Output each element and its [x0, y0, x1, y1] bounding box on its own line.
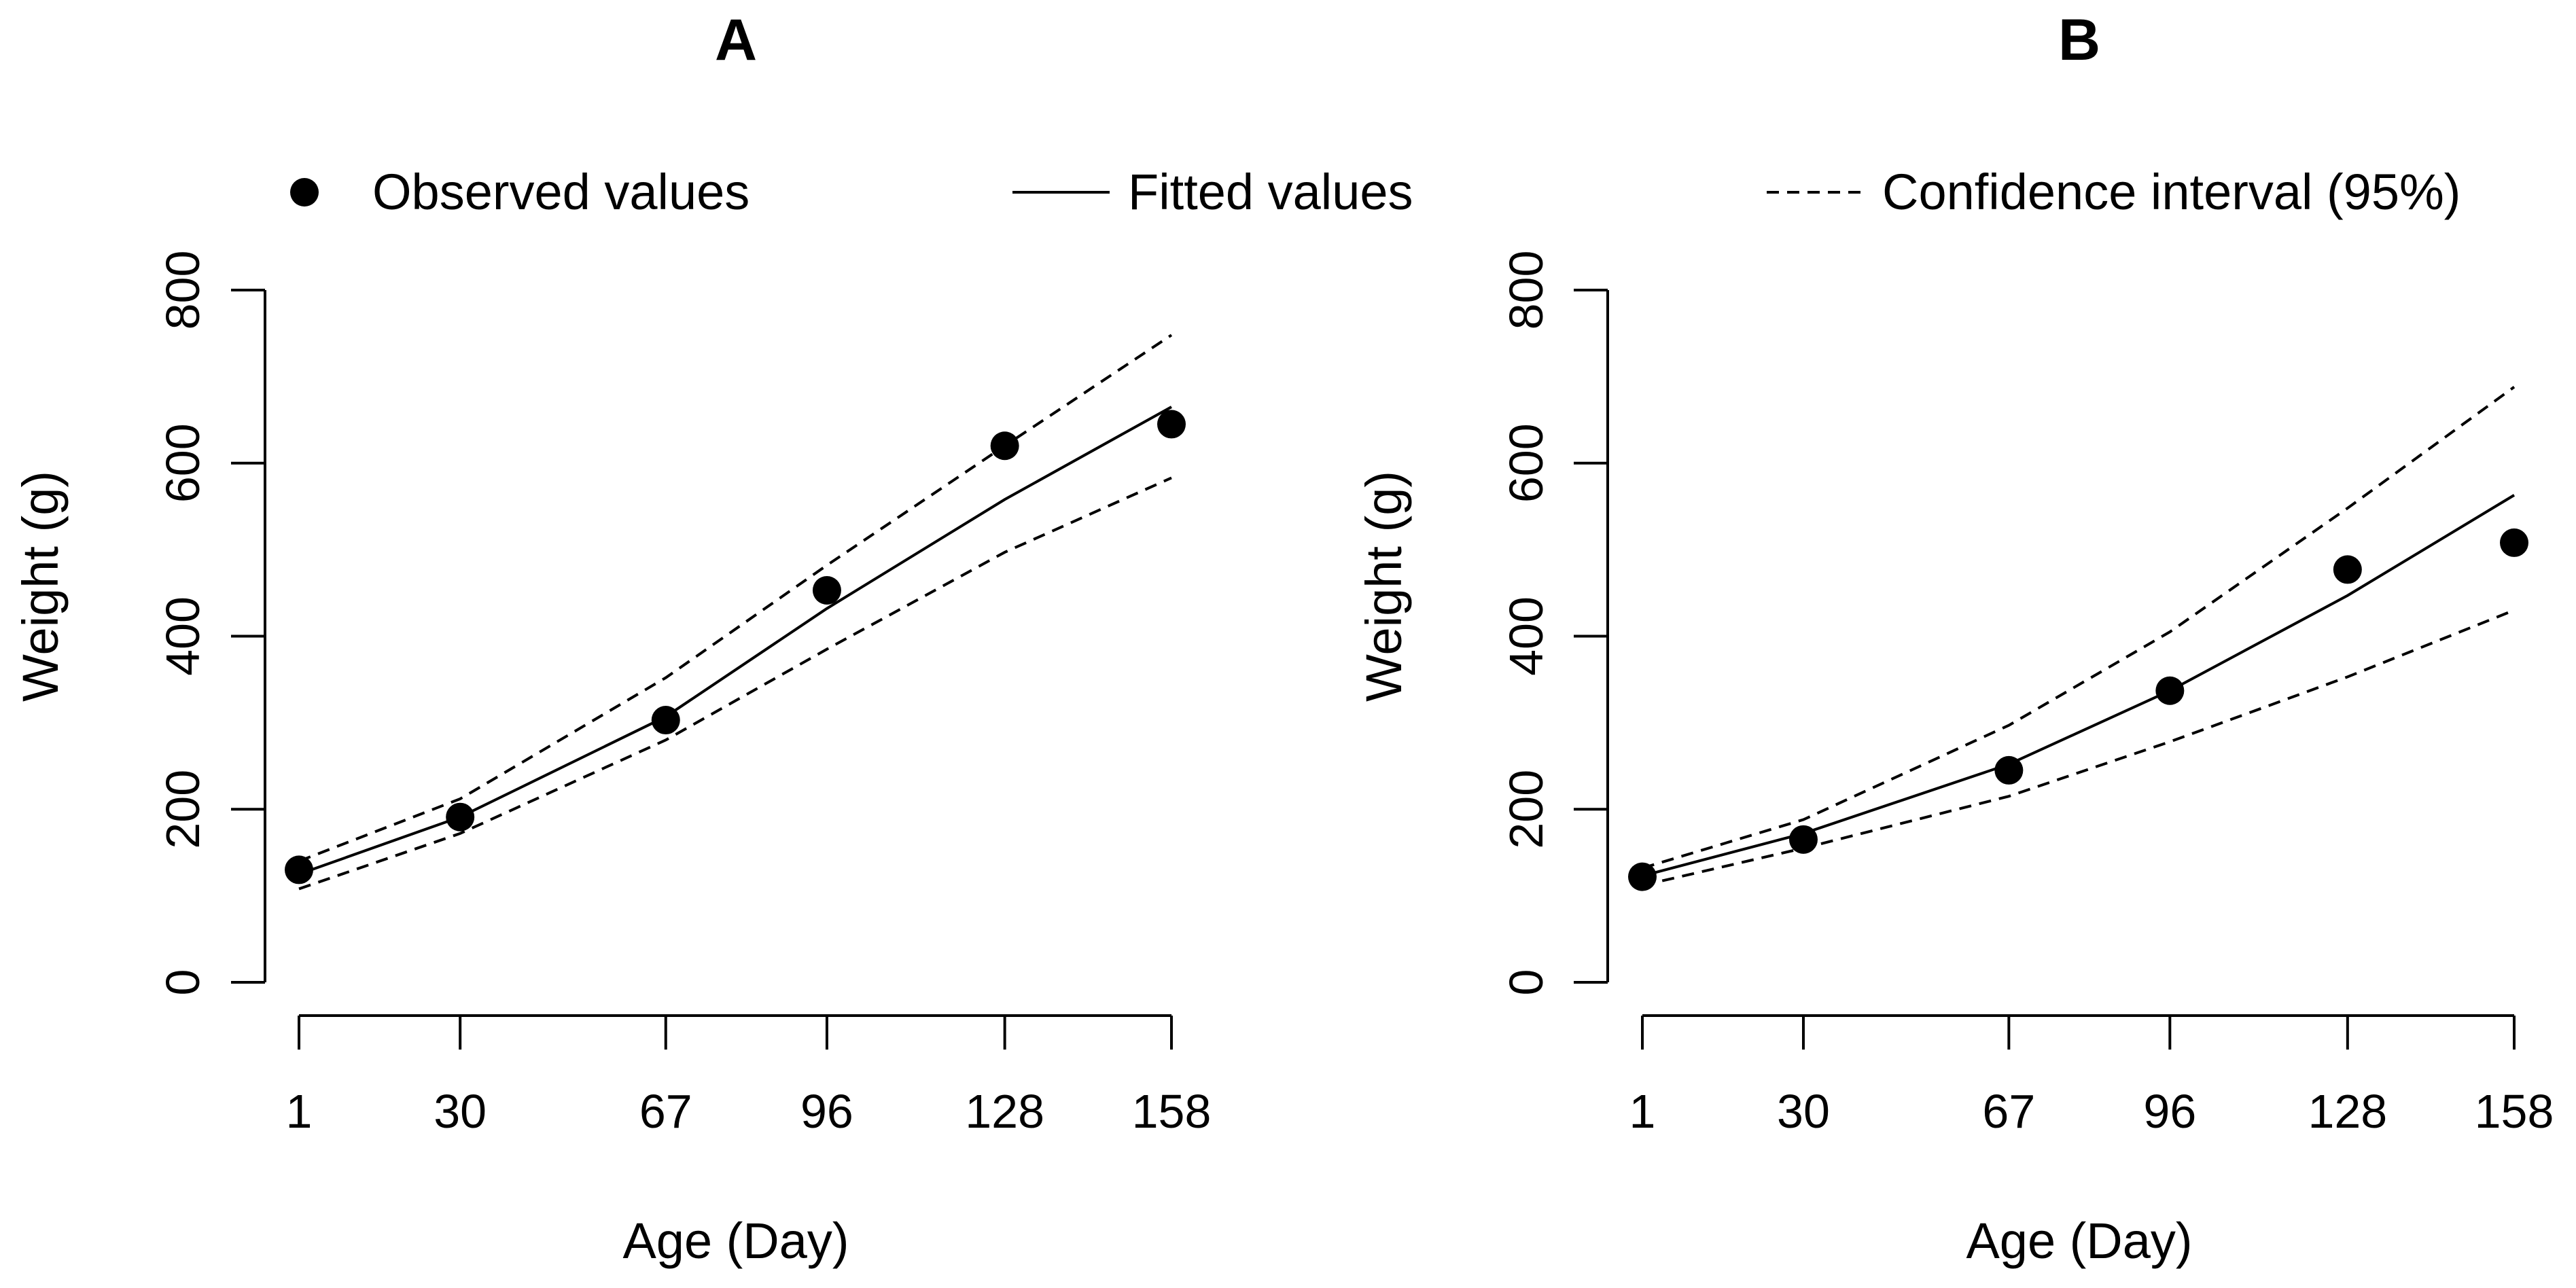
panel-a-x-axis-label: Age (Day)	[622, 1213, 849, 1269]
panel-a-axes: 0 200 400 600 800 1 30 67 96 128 158	[156, 251, 1211, 1138]
panel-b-y-tick-label: 800	[1500, 251, 1553, 330]
panel-b-ci-lower-line	[1642, 609, 2515, 887]
panel-a-y-tick-label: 600	[156, 423, 209, 503]
panel-b-x-tick-label: 158	[2475, 1085, 2554, 1138]
panel-b-x-tick-label: 96	[2143, 1085, 2196, 1138]
panel-b-y-tick-label: 400	[1500, 596, 1553, 676]
panel-a-observed-point	[812, 575, 841, 605]
panel-a-x-tick-label: 96	[800, 1085, 853, 1138]
panel-b-x-tick-label: 30	[1777, 1085, 1830, 1138]
panel-a-ci-upper-line	[298, 334, 1173, 863]
panel-b-axes: 0 200 400 600 800 1 30 67 96 128 158	[1500, 251, 2554, 1138]
panel-b-observed-point	[2500, 528, 2528, 557]
panel-b-observed-point	[1994, 755, 2024, 785]
panel-a-x-tick-label: 158	[1132, 1085, 1212, 1138]
panel-b-observed-point	[2333, 555, 2362, 584]
panel-a-observed-point	[285, 855, 313, 884]
panel-a-observed-point	[1157, 410, 1186, 439]
panel-b-marks	[1628, 386, 2528, 891]
panel-b: B Age (Day) Weight (g) 0 200 400 600 800 1 30 6…	[1356, 7, 2554, 1269]
panel-b-x-tick-label: 128	[2308, 1085, 2387, 1138]
panel-b-x-tick-label: 67	[1982, 1085, 2035, 1138]
panel-b-x-axis-label: Age (Day)	[1966, 1213, 2192, 1269]
panel-a-x-tick-label: 128	[965, 1085, 1044, 1138]
panel-b-y-tick-label: 0	[1500, 969, 1553, 996]
panel-b-fitted-line	[1642, 494, 2516, 878]
panel-b-y-tick-label: 200	[1500, 770, 1553, 849]
panel-b-title: B	[2058, 7, 2100, 73]
legend-fitted-label: Fitted values	[1128, 164, 1413, 220]
panel-a-y-axis-label: Weight (g)	[12, 471, 69, 702]
panel-a-y-tick-label: 400	[156, 596, 209, 676]
legend-observed-label: Observed values	[372, 164, 749, 220]
panel-a: A Age (Day) Weight (g) 0 200 400 600 800 1 30 6…	[12, 7, 1211, 1269]
panel-b-x-tick-label: 1	[1629, 1085, 1656, 1138]
panel-a-x-tick-label: 1	[286, 1085, 313, 1138]
legend-ci-label: Confidence interval (95%)	[1882, 164, 2460, 220]
panel-a-fitted-line	[298, 406, 1172, 876]
panel-a-x-tick-label: 67	[639, 1085, 692, 1138]
panel-a-title: A	[715, 7, 757, 73]
panel-a-y-tick-label: 0	[156, 969, 209, 996]
panel-a-marks	[285, 334, 1186, 891]
panel-a-y-tick-label: 200	[156, 770, 209, 849]
panel-b-y-axis-label: Weight (g)	[1356, 471, 1412, 702]
panel-a-x-tick-label: 30	[434, 1085, 487, 1138]
panel-a-y-tick-label: 800	[156, 251, 209, 330]
panel-b-ci-upper-line	[1642, 386, 2516, 870]
legend-observed-marker	[290, 178, 319, 207]
legend: Observed values Fitted values Confidence…	[290, 164, 2460, 220]
panel-b-y-tick-label: 600	[1500, 423, 1553, 503]
